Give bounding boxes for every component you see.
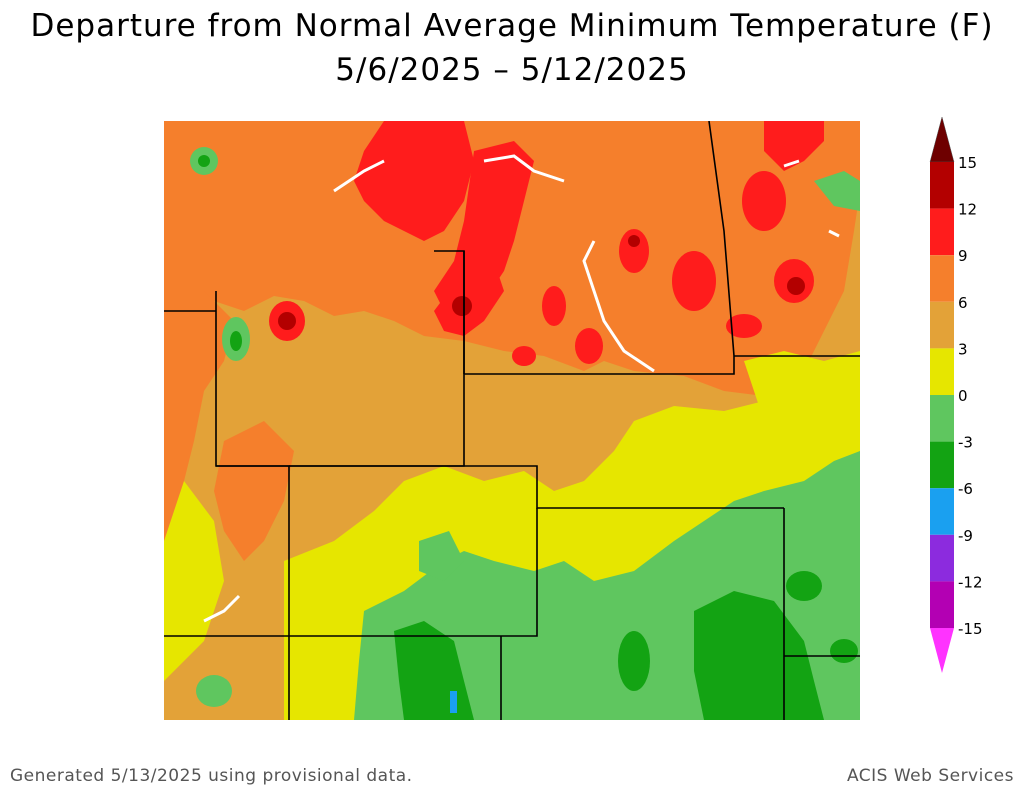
legend-bin bbox=[930, 534, 954, 582]
zone-darkgreen-mid bbox=[618, 631, 650, 691]
zone-green-sw bbox=[196, 675, 232, 707]
zone-green-central bbox=[419, 531, 464, 581]
generated-note: Generated 5/13/2025 using provisional da… bbox=[10, 766, 413, 786]
zone-red-center bbox=[434, 261, 504, 336]
zone-red-east-spot bbox=[726, 314, 762, 338]
zone-darkgreen-west-spot bbox=[230, 331, 242, 351]
rivers bbox=[203, 154, 840, 623]
legend-tick-label: 9 bbox=[958, 247, 968, 265]
temperature-departure-map bbox=[164, 121, 860, 720]
legend-bin bbox=[930, 162, 954, 209]
legend-color-bins bbox=[929, 116, 955, 673]
legend-bin bbox=[930, 255, 954, 302]
zone-yellow-east-mid bbox=[744, 351, 860, 441]
color-legend: 15 12 9 6 3 0 -3 -6 -9 -12 -15 bbox=[920, 112, 1024, 682]
legend-tick-label: -3 bbox=[958, 434, 973, 452]
zone-red-north bbox=[354, 121, 474, 241]
zone-darkred-west bbox=[278, 312, 296, 330]
map-title: Departure from Normal Average Minimum Te… bbox=[30, 8, 994, 44]
map-date-range: 5/6/2025 – 5/12/2025 bbox=[335, 52, 689, 88]
state-boundaries bbox=[164, 121, 860, 720]
legend-tick-label: -12 bbox=[958, 573, 983, 591]
zone-darkgreen-east bbox=[786, 571, 822, 601]
zone-darkgreen-far-east bbox=[830, 639, 858, 663]
legend-bin bbox=[930, 348, 954, 395]
zone-darkred-center bbox=[452, 296, 472, 316]
legend-labels: 15 12 9 6 3 0 -3 -6 -9 -12 -15 bbox=[958, 154, 983, 638]
legend-tick-label: -15 bbox=[958, 620, 983, 638]
zone-red-north-central bbox=[434, 141, 534, 321]
legend-tick-label: 3 bbox=[958, 340, 968, 358]
zone-darkred-east bbox=[787, 277, 805, 295]
zone-darkgreen-se bbox=[694, 591, 824, 720]
zone-darkred-center-east bbox=[628, 235, 640, 247]
zone-blue-spot bbox=[450, 691, 457, 713]
legend-tick-label: 6 bbox=[958, 294, 968, 312]
legend-bin bbox=[930, 441, 954, 489]
legend-tick-label: -9 bbox=[958, 527, 973, 545]
credit-text: ACIS Web Services bbox=[846, 766, 1014, 786]
legend-bin bbox=[930, 395, 954, 442]
zone-red-center-low bbox=[542, 286, 566, 326]
zone-orange-sw bbox=[214, 421, 294, 561]
legend-bin-bottom bbox=[930, 628, 954, 673]
zone-red-east-mid bbox=[742, 171, 786, 231]
legend-tick-label: 0 bbox=[958, 387, 968, 405]
zone-red-south-center bbox=[512, 346, 536, 366]
legend-bin-top bbox=[929, 116, 955, 163]
zone-yellow-west bbox=[164, 481, 224, 681]
legend-tick-label: 15 bbox=[958, 154, 977, 172]
legend-bin bbox=[930, 301, 954, 349]
legend-bin bbox=[930, 208, 954, 256]
zone-darkgreen-nw-spot bbox=[198, 155, 210, 167]
zone-red-east bbox=[764, 121, 824, 171]
legend-bin bbox=[930, 581, 954, 628]
legend-tick-label: -6 bbox=[958, 480, 973, 498]
legend-tick-label: 12 bbox=[958, 201, 977, 219]
zone-red-center-mid bbox=[619, 229, 649, 273]
zone-red-center-east bbox=[672, 251, 716, 311]
zone-green-east-top bbox=[814, 171, 860, 211]
zone-red-center-low2 bbox=[575, 328, 603, 364]
legend-bin bbox=[930, 488, 954, 535]
